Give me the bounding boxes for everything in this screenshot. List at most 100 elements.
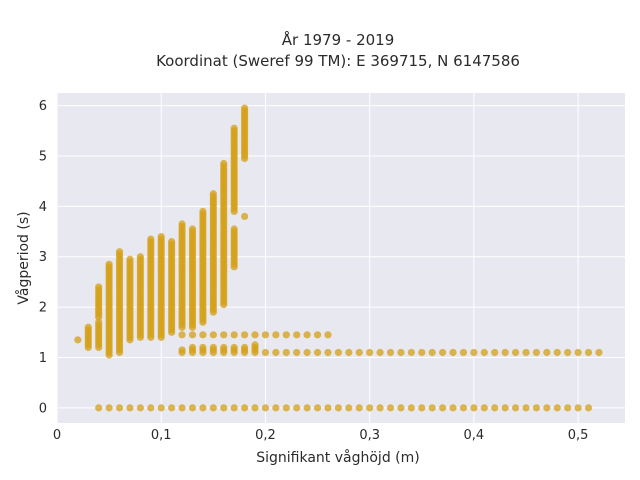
- data-point: [230, 343, 238, 352]
- data-point: [428, 404, 436, 412]
- data-point: [386, 404, 395, 412]
- chart-title: År 1979 - 2019: [282, 30, 395, 49]
- data-point: [261, 331, 270, 339]
- data-point: [522, 348, 530, 357]
- data-point: [491, 404, 499, 412]
- data-point: [272, 404, 280, 412]
- y-tick-label: 3: [39, 250, 47, 265]
- data-point: [220, 343, 228, 352]
- data-point: [126, 404, 134, 412]
- data-point: [511, 404, 520, 412]
- data-point: [355, 404, 363, 412]
- data-point: [168, 404, 176, 412]
- data-point: [532, 404, 541, 412]
- x-tick-label: 0,4: [464, 428, 485, 443]
- data-point: [439, 404, 447, 412]
- data-point: [397, 348, 405, 357]
- data-point: [470, 348, 478, 357]
- data-point: [199, 331, 207, 339]
- data-point: [459, 348, 468, 357]
- data-point: [178, 331, 186, 339]
- data-point: [157, 232, 165, 241]
- data-point: [303, 348, 311, 357]
- x-tick-label: 0,3: [359, 428, 380, 443]
- data-point: [95, 318, 103, 326]
- data-point: [324, 331, 332, 339]
- x-tick-label: 0: [53, 428, 61, 443]
- data-point: [366, 404, 374, 412]
- data-point: [511, 348, 520, 357]
- x-tick-label: 0,2: [255, 428, 276, 443]
- data-point: [282, 348, 290, 357]
- data-point: [240, 104, 249, 112]
- data-point: [126, 255, 134, 263]
- chart-subtitle: Koordinat (Sweref 99 TM): E 369715, N 61…: [156, 52, 520, 70]
- data-point: [386, 348, 395, 357]
- data-point: [209, 331, 217, 339]
- x-tick-label: 0,1: [151, 428, 172, 443]
- data-point: [74, 336, 82, 344]
- data-point: [230, 124, 238, 132]
- data-point: [584, 404, 593, 412]
- data-point: [449, 348, 457, 357]
- data-point: [240, 331, 249, 339]
- data-point: [147, 235, 155, 243]
- data-point: [449, 404, 457, 412]
- data-point: [240, 404, 249, 412]
- data-point: [282, 404, 290, 412]
- data-point: [303, 404, 311, 412]
- x-tick-label: 0,5: [568, 428, 589, 443]
- data-point: [220, 404, 228, 412]
- data-point: [272, 331, 280, 339]
- data-point: [188, 404, 197, 412]
- data-point: [95, 404, 103, 412]
- data-point: [313, 404, 322, 412]
- data-point: [313, 331, 322, 339]
- data-point: [345, 348, 353, 357]
- data-point: [480, 404, 488, 412]
- data-point: [251, 341, 259, 349]
- data-point: [366, 348, 374, 357]
- data-point: [459, 404, 468, 412]
- data-point: [199, 404, 207, 412]
- data-point: [157, 404, 165, 412]
- data-point: [303, 331, 311, 339]
- data-point: [480, 348, 488, 357]
- y-tick-label: 5: [39, 149, 47, 164]
- data-point: [272, 348, 280, 357]
- data-point: [407, 348, 415, 357]
- data-point: [397, 404, 405, 412]
- data-point: [428, 348, 436, 357]
- data-point: [178, 346, 186, 354]
- data-point: [95, 283, 103, 291]
- data-point: [230, 331, 238, 339]
- data-point: [240, 343, 249, 352]
- y-tick-label: 2: [39, 301, 47, 316]
- data-point: [105, 260, 113, 268]
- data-point: [334, 404, 342, 412]
- data-point: [168, 238, 176, 246]
- data-point: [282, 331, 290, 339]
- data-point: [345, 404, 353, 412]
- data-point: [209, 343, 217, 352]
- data-point: [418, 404, 426, 412]
- data-point: [553, 348, 561, 357]
- data-point: [209, 190, 217, 198]
- data-point: [313, 348, 322, 357]
- data-point: [115, 248, 124, 256]
- data-point: [564, 404, 572, 412]
- data-point: [261, 404, 270, 412]
- data-point: [240, 212, 249, 221]
- data-point: [501, 348, 509, 357]
- data-point: [532, 348, 541, 357]
- data-point: [522, 404, 530, 412]
- data-point: [355, 348, 363, 357]
- data-point: [188, 225, 197, 233]
- data-point: [376, 404, 384, 412]
- data-point: [543, 404, 551, 412]
- data-point: [251, 404, 259, 412]
- y-tick-label: 6: [39, 99, 47, 114]
- data-point: [491, 348, 499, 357]
- x-axis-label: Signifikant våghöjd (m): [256, 449, 419, 466]
